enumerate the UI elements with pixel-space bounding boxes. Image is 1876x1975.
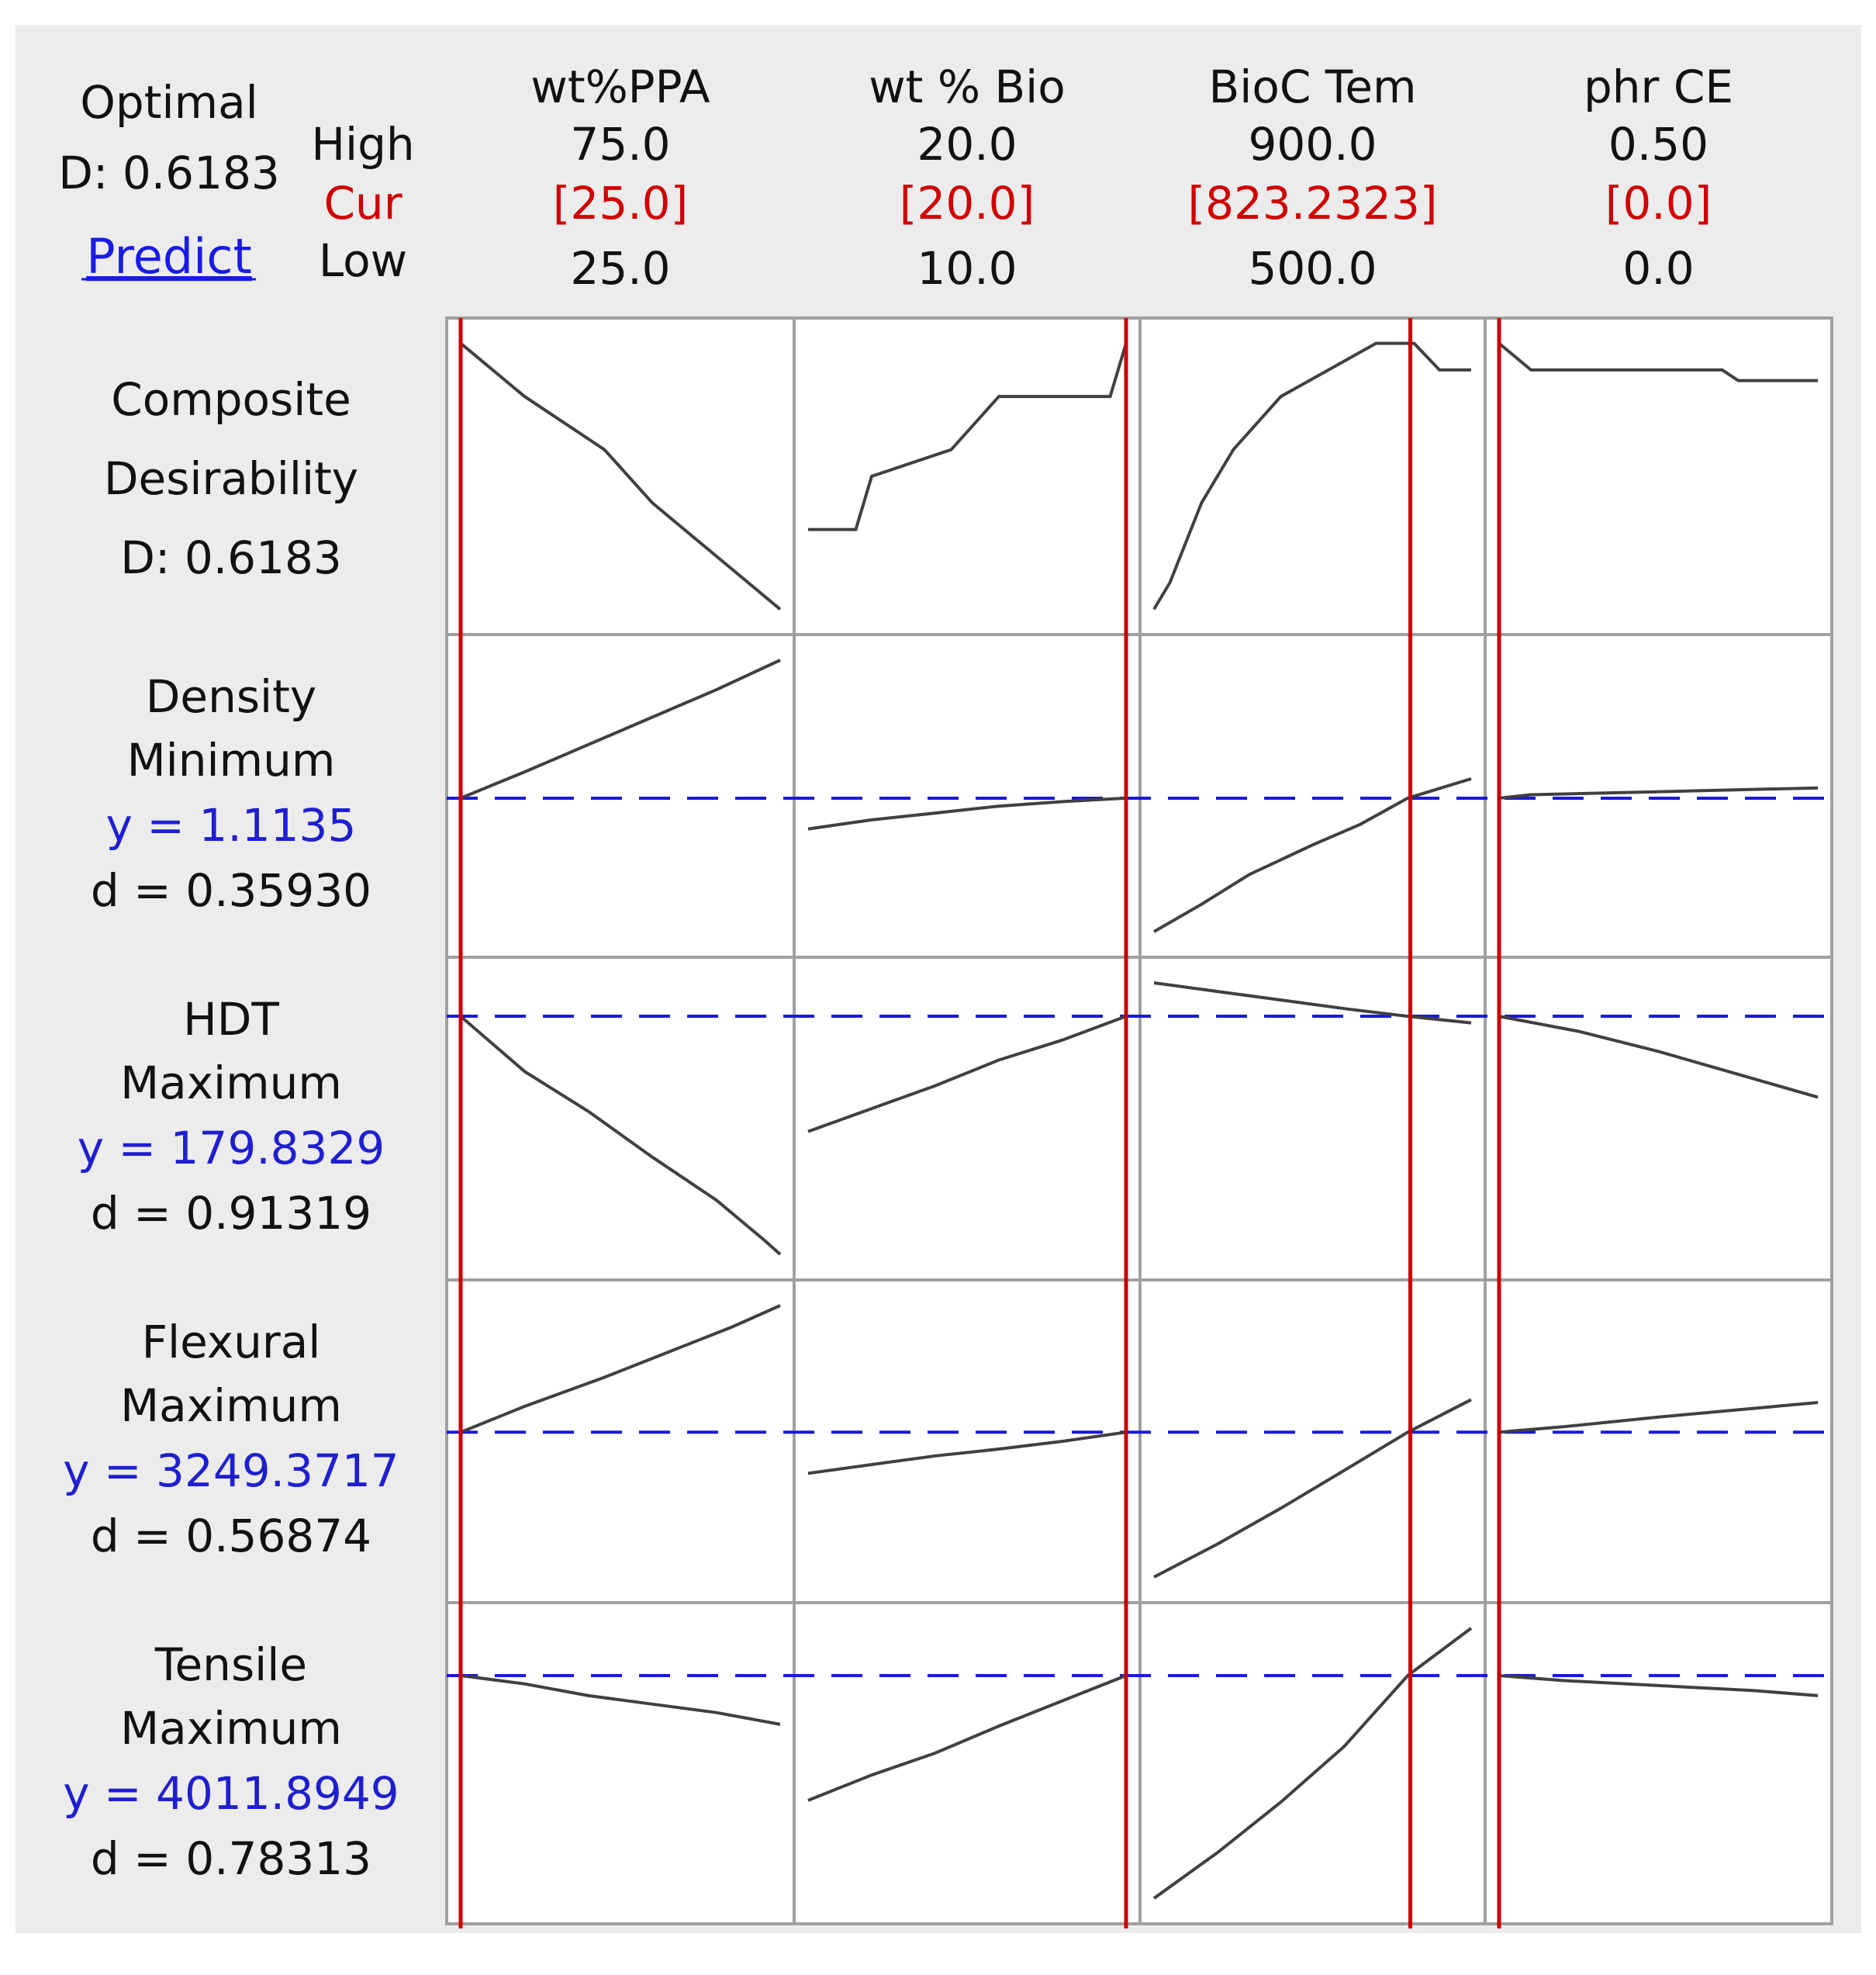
response-labels: Composite Desirability D: 0.6183 Density Min…	[63, 373, 399, 1885]
predict-link[interactable]: Predict	[86, 228, 252, 285]
response-line1: Flexural	[142, 1316, 321, 1368]
factor-high: 900.0	[1248, 118, 1377, 171]
response-line2: Maximum	[120, 1702, 342, 1755]
plot-cell	[445, 316, 796, 636]
factor-name: phr CE	[1584, 61, 1733, 113]
factor-name: wt%PPA	[530, 61, 710, 113]
response-curve-1-1	[807, 796, 1127, 831]
plot-cell	[1138, 316, 1487, 636]
response-curve-4-0	[460, 1674, 781, 1726]
factor-current[interactable]: [20.0]	[900, 177, 1035, 230]
response-desirability-d: d = 0.78313	[91, 1832, 371, 1885]
plot-cell	[1138, 956, 1487, 1282]
factor-current[interactable]: [823.2323]	[1187, 177, 1437, 230]
response-line3: D: 0.6183	[120, 531, 342, 584]
response-desirability-d: d = 0.91319	[91, 1187, 371, 1240]
response-desirability-d: d = 0.56874	[91, 1510, 371, 1562]
response-desirability-d: d = 0.35930	[91, 864, 371, 917]
factor-current[interactable]: [25.0]	[553, 177, 688, 230]
factor-low: 0.0	[1622, 242, 1694, 295]
plot-cell	[793, 1278, 1142, 1604]
plot-cell	[1484, 1601, 1833, 1925]
plot-cell	[1138, 1278, 1487, 1604]
optimal-d-value: D: 0.6183	[58, 147, 280, 199]
plot-cell	[793, 956, 1142, 1282]
response-predicted-y: y = 1.1135	[106, 799, 357, 852]
factor-column-3: phr CE0.50 [0.0] 0.0	[1584, 61, 1733, 295]
plot-area	[445, 316, 1833, 1928]
response-line2: Minimum	[127, 734, 336, 787]
response-curve-1-2	[1153, 777, 1472, 933]
plot-cell	[793, 1601, 1142, 1925]
response-curve-0-1	[808, 343, 1128, 531]
response-line1: Density	[146, 670, 317, 723]
response-curve-2-2	[1153, 981, 1472, 1025]
factor-low: 500.0	[1248, 242, 1377, 295]
response-label-3: Flexural Maximum y = 3249.3717 d = 0.56874	[63, 1316, 399, 1562]
response-curve-4-2	[1152, 1627, 1473, 1900]
response-line2: Desirability	[104, 452, 358, 505]
plot-cell	[793, 633, 1142, 959]
response-curve-2-1	[807, 1015, 1127, 1133]
response-curve-1-0	[460, 659, 781, 800]
response-line2: Maximum	[120, 1057, 342, 1109]
response-curve-3-2	[1153, 1398, 1472, 1579]
response-curve-3-1	[807, 1430, 1127, 1475]
plot-cell	[1484, 956, 1833, 1282]
response-curve-2-0	[459, 1015, 782, 1256]
factor-high: 0.50	[1608, 118, 1708, 171]
plot-cell	[445, 633, 796, 959]
plot-cell	[1484, 1278, 1833, 1604]
plot-cell	[1138, 1601, 1487, 1925]
response-line1: Tensile	[154, 1638, 307, 1691]
response-curve-3-0	[460, 1304, 781, 1434]
response-curve-1-3	[1498, 786, 1819, 800]
plot-cell	[445, 956, 796, 1282]
response-predicted-y: y = 4011.8949	[63, 1767, 399, 1820]
high-label: High	[311, 118, 414, 171]
factor-high: 75.0	[570, 118, 670, 171]
response-label-1: Density Minimum y = 1.1135 d = 0.35930	[91, 670, 371, 917]
factor-low: 10.0	[917, 242, 1017, 295]
response-curve-0-2	[1152, 341, 1471, 610]
response-predicted-y: y = 3249.3717	[63, 1444, 399, 1497]
response-curve-4-1	[807, 1674, 1127, 1802]
plot-cell	[445, 1601, 796, 1925]
plot-cell	[793, 316, 1142, 636]
factor-name: BioC Tem	[1208, 61, 1416, 113]
response-line1: HDT	[183, 993, 279, 1046]
plot-cell	[1484, 316, 1833, 636]
response-label-4: Tensile Maximum y = 4011.8949 d = 0.78313	[63, 1638, 399, 1885]
factor-name: wt % Bio	[869, 61, 1066, 113]
response-curve-4-3	[1498, 1674, 1819, 1697]
factor-current[interactable]: [0.0]	[1605, 177, 1712, 230]
response-curve-3-3	[1498, 1401, 1819, 1434]
low-label: Low	[319, 234, 407, 287]
response-label-2: HDT Maximum y = 179.8329 d = 0.91319	[78, 993, 385, 1240]
cur-label: Cur	[323, 177, 402, 230]
response-line1: Composite	[111, 373, 351, 426]
optimal-label: Optimal	[80, 76, 257, 129]
response-curve-2-3	[1498, 1015, 1819, 1099]
response-predicted-y: y = 179.8329	[78, 1122, 385, 1174]
response-label-0: Composite Desirability D: 0.6183	[104, 373, 358, 584]
factor-low: 25.0	[570, 242, 670, 295]
factor-high: 20.0	[917, 118, 1017, 171]
response-curve-0-0	[459, 342, 782, 610]
response-curve-0-3	[1498, 342, 1818, 382]
response-line2: Maximum	[120, 1379, 342, 1432]
plot-cell	[445, 1278, 796, 1604]
